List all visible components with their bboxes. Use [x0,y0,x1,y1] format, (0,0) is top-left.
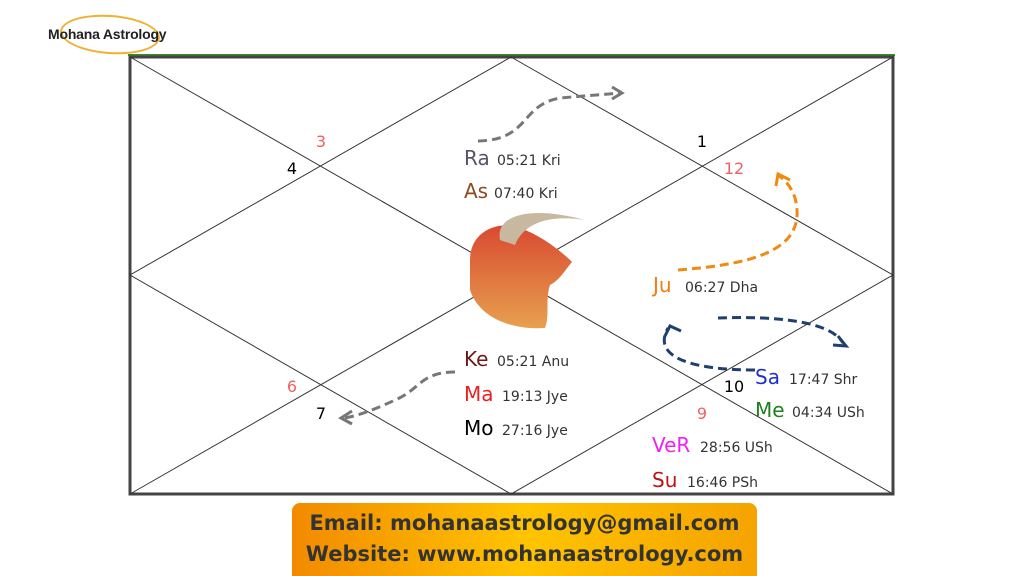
diamond [128,56,895,495]
svg-text:16:46 PSh: 16:46 PSh [687,475,758,491]
house-4: 4 [287,159,297,178]
svg-text:04:34 USh: 04:34 USh [792,405,865,421]
arrow-rahu [477,91,621,143]
planet-sa: Sa 17:47 Shr [755,365,858,389]
planet-me: Me 04:34 USh [755,398,865,422]
svg-text:06:27 Dha: 06:27 Dha [685,280,758,296]
house-7: 7 [316,404,326,423]
planet-ma: Ma 19:13 Jye [464,382,568,406]
arrow-ketu [341,370,456,420]
svg-text:Me: Me [755,398,785,422]
svg-text:05:21 Anu: 05:21 Anu [497,354,569,370]
contact-footer: Email: mohanaastrology@gmail.com Website… [292,503,757,576]
svg-text:As: As [464,179,488,203]
logo: Mohana Astrology [48,26,167,42]
svg-text:28:56 USh: 28:56 USh [700,440,773,456]
email-text[interactable]: Email: mohanaastrology@gmail.com [309,511,740,535]
arrow-mercury [662,327,756,372]
arrow-jupiter [677,173,799,272]
website-text[interactable]: Website: www.mohanaastrology.com [305,542,744,566]
svg-text:Ke: Ke [464,347,488,371]
planet-ra: Ra 05:21 Kri [464,146,561,170]
svg-text:19:13 Jye: 19:13 Jye [502,389,568,405]
svg-text:07:40 Kri: 07:40 Kri [494,186,558,202]
svg-text:17:47 Shr: 17:47 Shr [789,372,858,388]
svg-text:Mo: Mo [464,416,494,440]
svg-text:Ra: Ra [464,146,490,170]
house-12: 12 [724,159,744,178]
svg-text:27:16 Jye: 27:16 Jye [502,423,568,439]
house-6: 6 [287,377,297,396]
house-10: 10 [724,377,744,396]
svg-text:Sa: Sa [755,365,780,389]
svg-text:Su: Su [652,468,677,492]
taurus-bull-icon [470,212,585,329]
house-9: 9 [697,404,707,423]
house-1: 1 [697,132,707,151]
planet-mo: Mo 27:16 Jye [464,416,568,440]
svg-text:05:21 Kri: 05:21 Kri [497,153,561,169]
house-3: 3 [316,132,326,151]
planet-ju: Ju 06:27 Dha [651,273,758,297]
svg-text:Ju: Ju [651,273,672,297]
arrow-saturn [717,316,845,344]
planet-as: As 07:40 Kri [464,179,558,203]
planet-ver: VeR 28:56 USh [652,433,773,457]
planet-su: Su 16:46 PSh [652,468,758,492]
svg-text:VeR: VeR [652,433,690,457]
svg-text:Ma: Ma [464,382,494,406]
planet-ke: Ke 05:21 Anu [464,347,569,371]
